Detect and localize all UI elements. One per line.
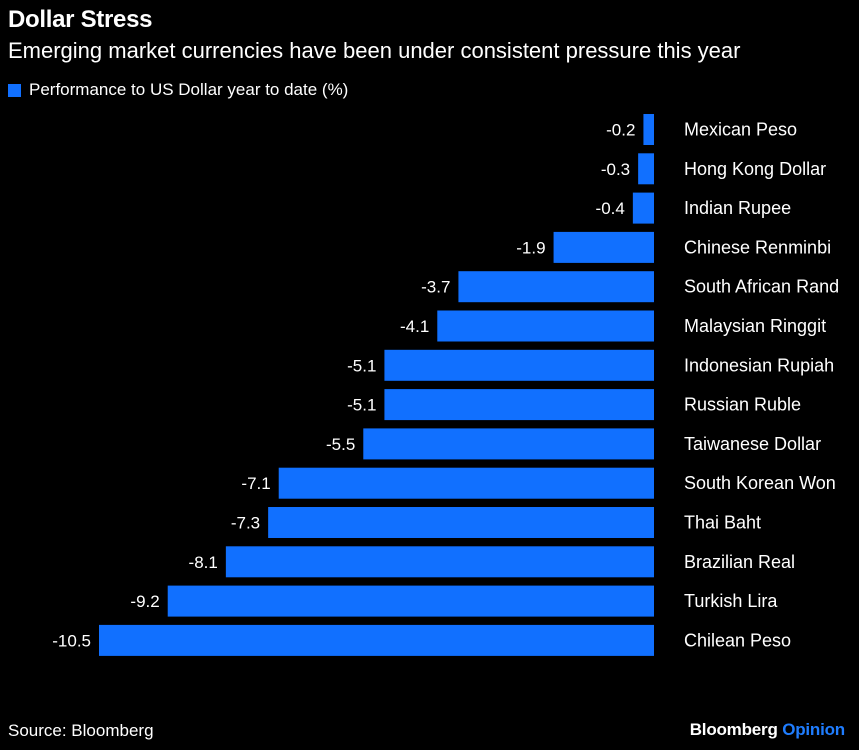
data-label: -1.9 bbox=[516, 238, 545, 257]
category-label: Russian Ruble bbox=[684, 395, 801, 415]
category-label: Malaysian Ringgit bbox=[684, 316, 826, 336]
category-label: Taiwanese Dollar bbox=[684, 434, 821, 454]
category-label: Mexican Peso bbox=[684, 120, 797, 140]
bar-brazilian-real bbox=[225, 546, 654, 578]
chart-title: Dollar Stress bbox=[8, 6, 153, 33]
category-label: South African Rand bbox=[684, 277, 839, 297]
bar-malaysian-ringgit bbox=[437, 310, 654, 342]
category-label: Turkish Lira bbox=[684, 591, 778, 611]
brand-name: Bloomberg bbox=[689, 720, 778, 739]
data-label: -8.1 bbox=[189, 553, 218, 572]
bar-turkish-lira bbox=[167, 585, 654, 617]
bar-thai-baht bbox=[268, 507, 654, 538]
bar-indonesian-rupiah bbox=[384, 349, 654, 381]
bar-south-korean-won bbox=[278, 467, 654, 499]
bar-taiwanese-dollar bbox=[363, 428, 654, 460]
data-label: -3.7 bbox=[421, 278, 450, 297]
data-label: -5.1 bbox=[347, 356, 376, 375]
data-label: -5.1 bbox=[347, 396, 376, 415]
bar-chinese-renminbi bbox=[553, 231, 654, 263]
brand-suffix: Opinion bbox=[782, 720, 845, 739]
data-label: -9.2 bbox=[130, 592, 159, 611]
legend-label: Performance to US Dollar year to date (%… bbox=[29, 80, 349, 99]
category-label: Indonesian Rupiah bbox=[684, 355, 834, 375]
brand-logo: Bloomberg Opinion bbox=[690, 720, 845, 740]
bar-chilean-peso bbox=[99, 624, 654, 656]
category-label: Indian Rupee bbox=[684, 198, 791, 218]
data-label: -7.3 bbox=[231, 514, 260, 533]
legend: Performance to US Dollar year to date (%… bbox=[8, 80, 348, 100]
data-label: -0.3 bbox=[601, 160, 630, 179]
category-label: Hong Kong Dollar bbox=[684, 159, 826, 179]
legend-swatch bbox=[8, 83, 21, 97]
bar-hong-kong-dollar bbox=[638, 153, 654, 185]
bar-indian-rupee bbox=[632, 192, 654, 224]
data-label: -0.4 bbox=[596, 199, 625, 218]
source-note: Source: Bloomberg bbox=[8, 721, 154, 740]
bar-russian-ruble bbox=[384, 389, 654, 421]
category-label: South Korean Won bbox=[684, 473, 836, 493]
category-label: Thai Baht bbox=[684, 513, 761, 533]
category-label: Chinese Renminbi bbox=[684, 237, 831, 257]
bar-south-african-rand bbox=[458, 271, 654, 303]
data-label: -4.1 bbox=[400, 317, 429, 336]
data-label: -10.5 bbox=[52, 631, 91, 650]
data-label: -0.2 bbox=[606, 121, 635, 140]
bar-mexican-peso bbox=[643, 114, 654, 145]
category-label: Brazilian Real bbox=[684, 552, 795, 572]
category-label: Chilean Peso bbox=[684, 630, 791, 650]
data-label: -7.1 bbox=[241, 474, 270, 493]
chart-subtitle: Emerging market currencies have been und… bbox=[8, 38, 741, 63]
data-label: -5.5 bbox=[326, 435, 355, 454]
